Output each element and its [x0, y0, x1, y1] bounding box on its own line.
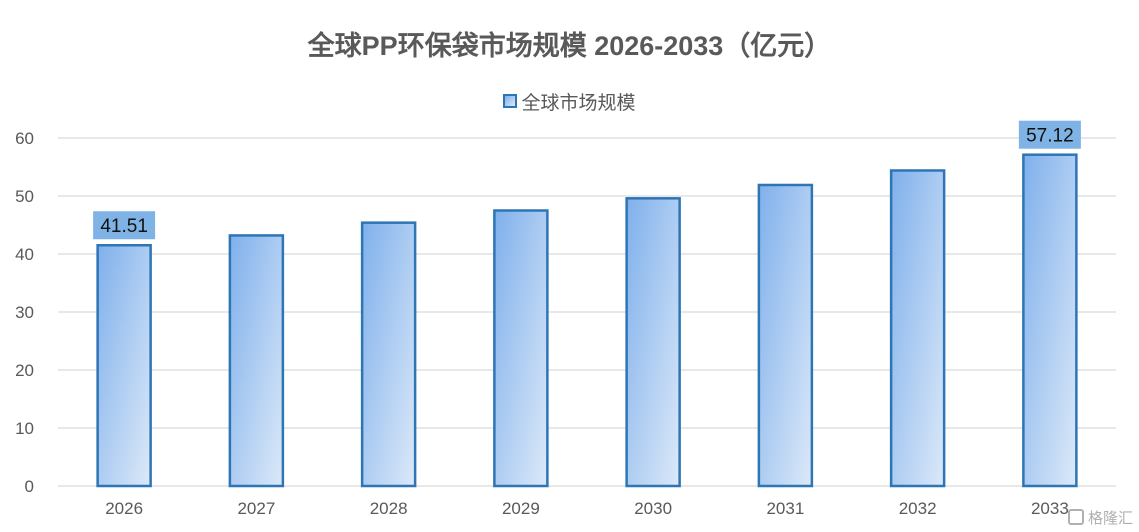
y-tick-label: 10	[15, 419, 34, 438]
legend-label: 全球市场规模	[521, 93, 636, 114]
data-label: 57.12	[1026, 126, 1074, 147]
x-tick-label: 2026	[105, 499, 143, 518]
bars	[96, 153, 1078, 488]
watermark-logo-icon	[1067, 509, 1084, 525]
watermark: 格隆汇	[1067, 507, 1133, 528]
bar	[757, 183, 814, 488]
chart-title: 全球PP环保袋市场规模 2026-2033（亿元）	[307, 31, 832, 61]
x-tick-label: 2031	[766, 499, 804, 518]
gridlines: 0 10 20 30 40 50 60	[15, 129, 1116, 496]
bar	[360, 221, 417, 488]
x-tick-label: 2027	[237, 499, 275, 518]
x-tick-label: 2030	[634, 499, 672, 518]
data-label-box	[1018, 120, 1081, 149]
data-label: 41.51	[100, 216, 148, 237]
x-tick-label: 2032	[899, 499, 937, 518]
y-tick-label: 50	[15, 187, 34, 206]
bar	[228, 234, 285, 488]
x-tick-label: 2029	[502, 499, 540, 518]
x-tick-label: 2033	[1031, 499, 1069, 518]
watermark-text: 格隆汇	[1087, 510, 1133, 527]
labels: 2026 2027 2028 2029 2030 2031 2032 2033 41.51 57.…	[93, 120, 1081, 518]
bar	[889, 169, 946, 488]
legend-swatch	[503, 94, 518, 108]
bar	[96, 243, 152, 488]
y-tick-label: 60	[15, 129, 34, 148]
y-tick-label: 40	[15, 245, 34, 264]
bar	[493, 209, 549, 488]
x-tick-label: 2028	[370, 499, 408, 518]
y-tick-label: 30	[15, 303, 34, 322]
bar	[1022, 153, 1078, 488]
y-tick-label: 20	[15, 361, 34, 380]
bar	[625, 197, 681, 488]
chart-legend: 全球市场规模	[0, 88, 1139, 115]
data-label-box	[93, 211, 156, 240]
y-tick-label: 0	[25, 477, 34, 496]
